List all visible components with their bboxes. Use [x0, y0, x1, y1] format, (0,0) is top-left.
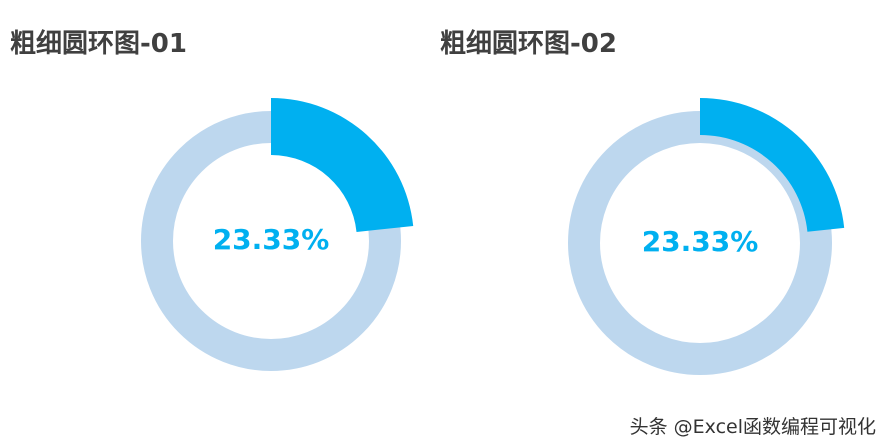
chart-title: 粗细圆环图-01: [10, 28, 187, 59]
watermark: 头条 @Excel函数编程可视化: [630, 416, 876, 438]
donut-segment: [700, 98, 845, 232]
chart-title: 粗细圆环图-02: [440, 28, 617, 59]
donut-segment: [271, 98, 414, 232]
center-label: 23.33%: [642, 225, 759, 258]
center-label: 23.33%: [213, 223, 330, 256]
